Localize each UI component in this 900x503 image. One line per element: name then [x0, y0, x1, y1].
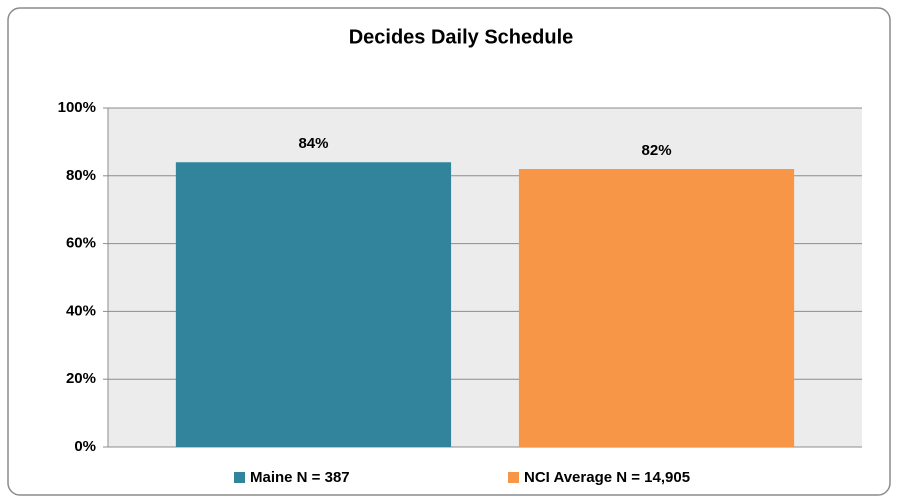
- y-tick-label: 80%: [66, 167, 96, 184]
- bar: [175, 162, 452, 448]
- chart-title: Decides Daily Schedule: [349, 26, 574, 48]
- data-label: 84%: [298, 135, 328, 152]
- bar: [518, 169, 795, 447]
- legend-swatch: [508, 472, 519, 483]
- y-tick-label: 20%: [66, 370, 96, 387]
- legend-label: Maine N = 387: [250, 469, 350, 486]
- legend-swatch: [234, 472, 245, 483]
- y-tick-label: 100%: [58, 99, 96, 116]
- data-label: 82%: [642, 142, 672, 159]
- y-tick-label: 60%: [66, 235, 96, 252]
- legend-label: NCI Average N = 14,905: [524, 469, 690, 486]
- y-tick-label: 40%: [66, 302, 96, 319]
- y-tick-label: 0%: [74, 438, 96, 455]
